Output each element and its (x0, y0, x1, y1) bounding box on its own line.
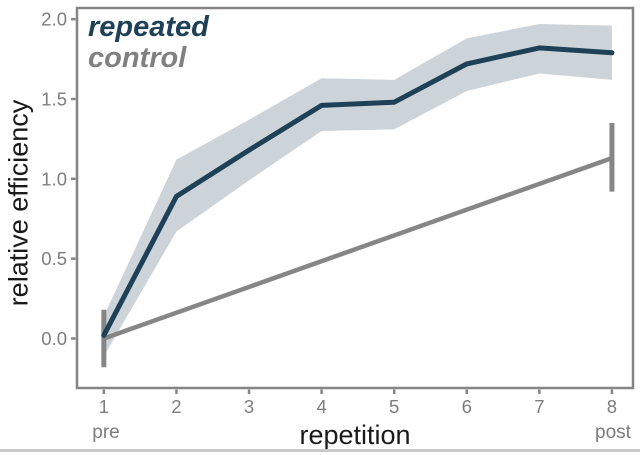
x-axis-title: repetition (299, 420, 411, 450)
x-sub-label-post: post (595, 422, 631, 443)
legend-label-repeated: repeated (88, 11, 209, 43)
repeated-line (101, 45, 615, 338)
y-tick-label: 2.0 (41, 9, 67, 30)
figure-bottom-border (0, 449, 640, 452)
y-tick-label: 1.0 (41, 168, 67, 189)
x-tick-label: 6 (462, 396, 472, 417)
x-tick-label: 7 (534, 396, 544, 417)
legend-label-control: control (88, 42, 187, 74)
x-tick-label: 1 (99, 396, 109, 417)
y-axis-title: relative efficiency (3, 99, 34, 307)
x-tick-label: 3 (244, 396, 254, 417)
x-tick-label: 4 (316, 396, 326, 417)
y-tick-label: 0.5 (41, 248, 67, 269)
control-line (103, 155, 613, 341)
y-tick-label: 0.0 (41, 328, 67, 349)
confidence-band (103, 23, 612, 357)
x-sub-label-pre: pre (92, 422, 120, 443)
x-tick-label: 8 (607, 396, 617, 417)
panel-border (75, 6, 635, 390)
y-tick-label: 1.5 (41, 89, 67, 110)
x-tick-label: 2 (171, 396, 181, 417)
x-tick-label: 5 (389, 396, 399, 417)
